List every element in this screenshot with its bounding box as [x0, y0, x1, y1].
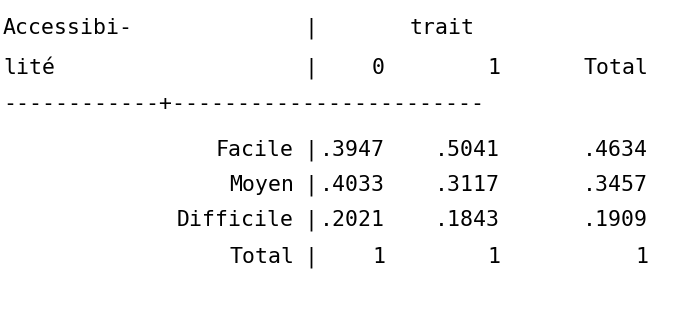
Text: .1909: .1909	[583, 210, 648, 230]
Text: ------------+------------------------: ------------+------------------------	[3, 94, 484, 114]
Text: .2021: .2021	[320, 210, 385, 230]
Text: Accessibi-: Accessibi-	[3, 18, 133, 38]
Text: 1: 1	[487, 58, 500, 78]
Text: |: |	[304, 17, 317, 39]
Text: Facile: Facile	[216, 140, 294, 160]
Text: .3947: .3947	[320, 140, 385, 160]
Text: |: |	[304, 246, 317, 268]
Text: |: |	[304, 174, 317, 196]
Text: Difficile: Difficile	[177, 210, 294, 230]
Text: trait: trait	[410, 18, 475, 38]
Text: 1: 1	[372, 247, 385, 267]
Text: lité: lité	[3, 58, 55, 78]
Text: .4033: .4033	[320, 175, 385, 195]
Text: .3457: .3457	[583, 175, 648, 195]
Text: .4634: .4634	[583, 140, 648, 160]
Text: |: |	[304, 139, 317, 161]
Text: |: |	[304, 209, 317, 231]
Text: 1: 1	[635, 247, 648, 267]
Text: Total: Total	[229, 247, 294, 267]
Text: |: |	[304, 57, 317, 79]
Text: .1843: .1843	[435, 210, 500, 230]
Text: Moyen: Moyen	[229, 175, 294, 195]
Text: 1: 1	[487, 247, 500, 267]
Text: Total: Total	[583, 58, 648, 78]
Text: 0: 0	[372, 58, 385, 78]
Text: .5041: .5041	[435, 140, 500, 160]
Text: .3117: .3117	[435, 175, 500, 195]
